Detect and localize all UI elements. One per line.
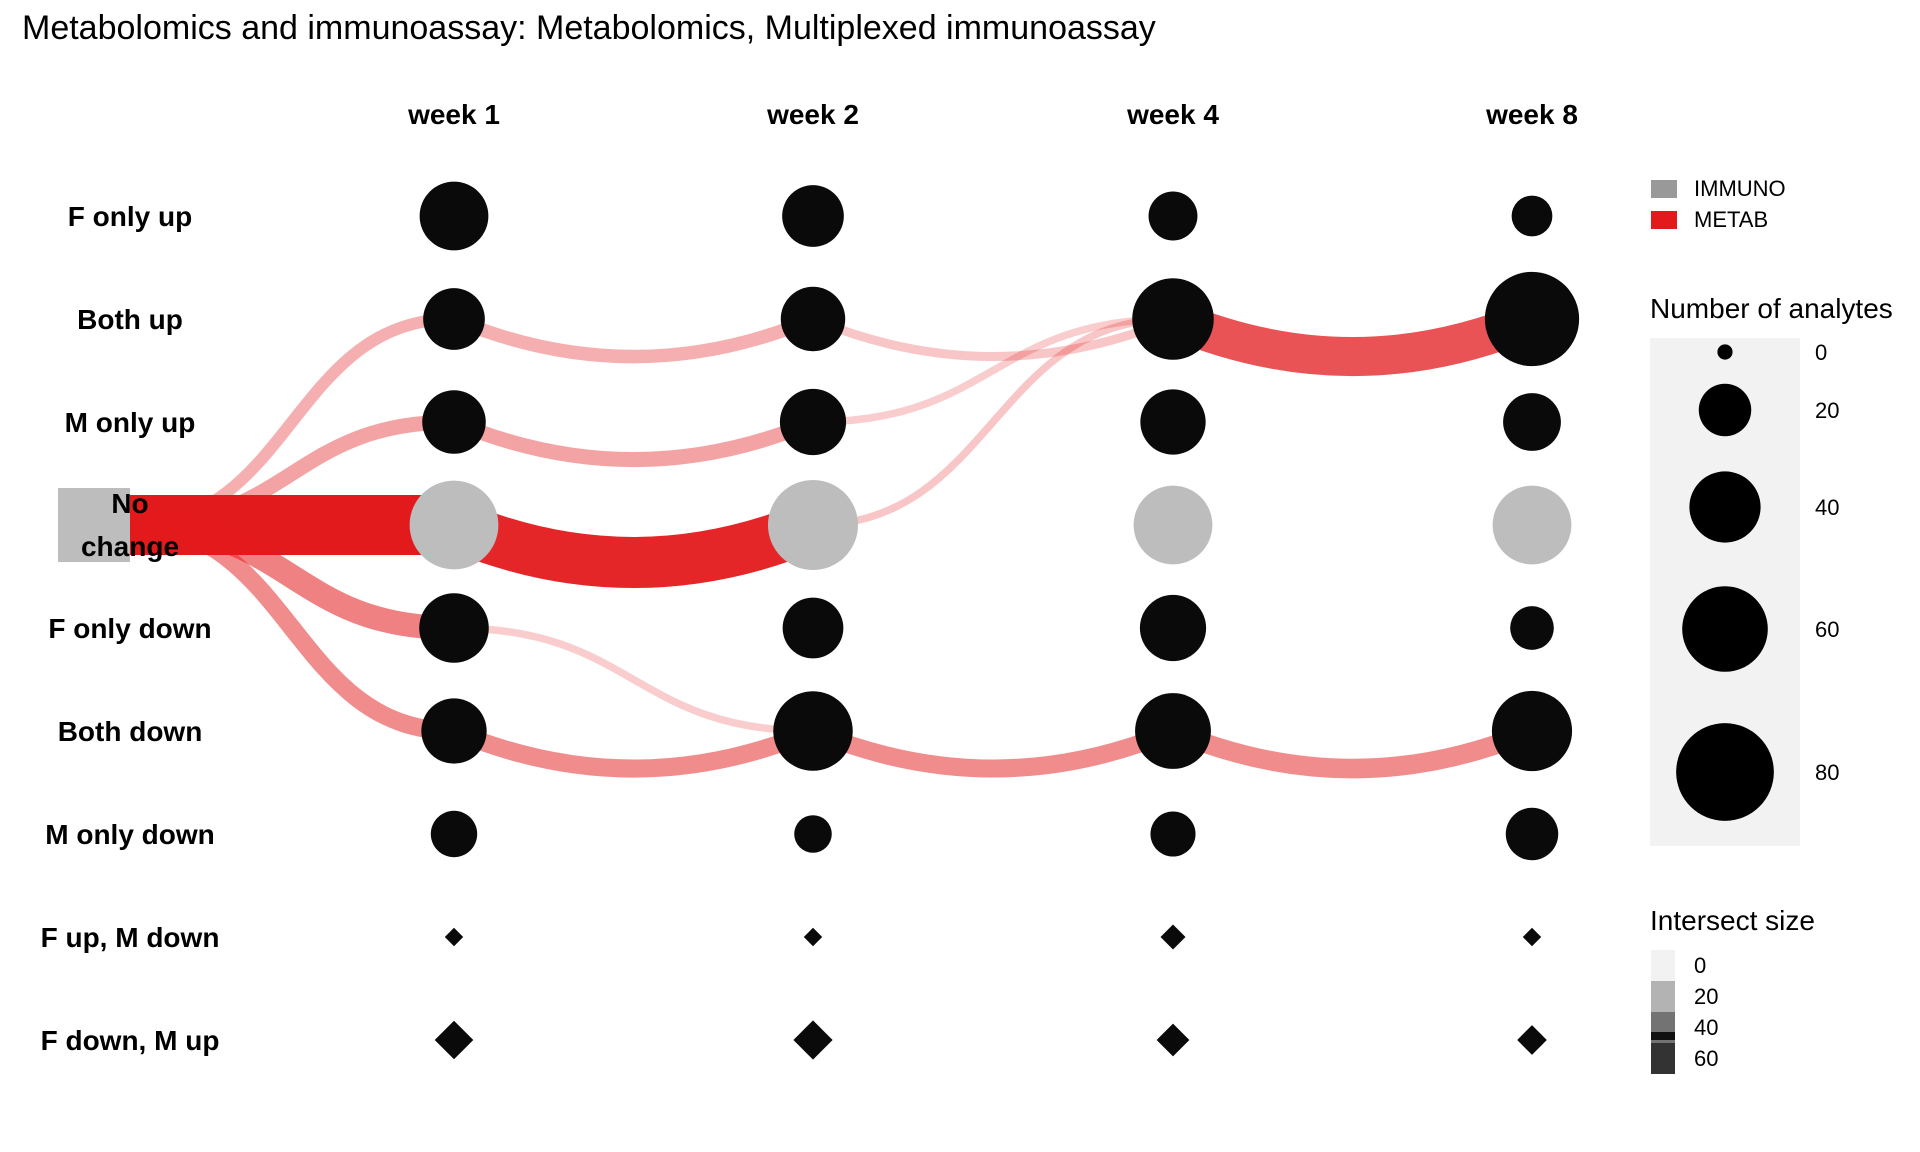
flow-3-both-down-to-both-down <box>1169 722 1536 779</box>
legend-type-swatch-immuno <box>1651 180 1677 198</box>
node-f-only-up-week-8 <box>1511 195 1553 237</box>
node-f-only-up-week-1 <box>419 181 489 251</box>
node-f-only-down-week-8 <box>1510 606 1554 650</box>
legend-intersect-label-0: 0 <box>1694 953 1706 978</box>
diamond-f-down-m-up-week-4 <box>1156 1023 1190 1057</box>
node-both-up-week-4 <box>1132 278 1214 360</box>
node-m-only-up-week-4 <box>1140 389 1206 455</box>
week-label-week-2: week 2 <box>766 99 859 130</box>
legend-intersect-title: Intersect size <box>1650 905 1815 936</box>
diamond-f-down-m-up-week-1 <box>434 1020 474 1060</box>
node-m-only-up-week-2 <box>779 388 847 456</box>
row-label-both-up: Both up <box>77 304 183 335</box>
diamond-f-down-m-up-week-2 <box>793 1020 833 1060</box>
legend-intersect-swatch-0 <box>1651 950 1675 981</box>
flow-3-both-up-to-both-up <box>1165 301 1540 376</box>
label-layer: week 1 week 2 week 4 week 8 F only up Both up… <box>41 99 1578 1056</box>
diamond-f-down-m-up-week-8 <box>1517 1025 1547 1055</box>
flow-1-both-down-to-both-down <box>450 722 817 778</box>
node-both-up-week-1 <box>423 288 485 350</box>
legend-intersect-swatch-20 <box>1651 981 1675 1012</box>
legend-type-label-metab: METAB <box>1694 207 1768 232</box>
week-label-week-4: week 4 <box>1126 99 1219 130</box>
row-label-f-only-down: F only down <box>48 613 211 644</box>
flow-0-no-change-to-both-down <box>129 516 455 740</box>
node-no-change-week-8 <box>1492 485 1572 565</box>
flow-layer <box>129 301 1540 779</box>
row-label-f-up-m-down: F up, M down <box>41 922 220 953</box>
node-f-only-up-week-4 <box>1148 191 1198 241</box>
row-label-f-down-m-up: F down, M up <box>41 1025 220 1056</box>
node-f-only-down-week-2 <box>782 597 844 659</box>
legend-size-label-20: 20 <box>1815 398 1839 423</box>
flow-2-m-only-up-to-both-up <box>812 315 1174 426</box>
legend-type-label-immuno: IMMUNO <box>1694 176 1786 201</box>
node-m-only-up-week-8 <box>1503 393 1561 451</box>
flow-2-both-down-to-both-down <box>809 722 1177 778</box>
node-both-down-week-1 <box>421 698 487 764</box>
row-label-no-change: No change <box>81 488 179 562</box>
node-both-down-week-4 <box>1135 693 1211 769</box>
node-m-only-down-week-8 <box>1505 807 1559 861</box>
legend-intersect: Intersect size 0 20 40 60 <box>1650 905 1815 1074</box>
row-label-f-only-up: F only up <box>68 201 192 232</box>
node-m-only-down-week-4 <box>1150 811 1196 857</box>
flow-2-no-change-to-both-up <box>812 315 1174 529</box>
legend-size-label-80: 80 <box>1815 760 1839 785</box>
diamond-f-up-m-down-week-2 <box>803 927 823 947</box>
legend-type-swatch-metab <box>1651 211 1677 229</box>
legend-intersect-label-20: 20 <box>1694 984 1718 1009</box>
node-both-up-week-2 <box>780 286 846 352</box>
node-m-only-down-week-2 <box>794 815 832 853</box>
week-label-week-1: week 1 <box>407 99 500 130</box>
flow-1-f-only-down-to-both-down <box>453 624 814 735</box>
legend-size: Number of analytes 0 20 40 60 80 <box>1650 293 1893 846</box>
node-m-only-up-week-1 <box>422 390 486 454</box>
legend-intersect-marker <box>1651 1032 1675 1040</box>
node-no-change-week-4 <box>1133 485 1213 565</box>
legend-size-title: Number of analytes <box>1650 293 1893 324</box>
legend-size-circle-20 <box>1698 383 1752 437</box>
row-label-m-only-down: M only down <box>45 819 215 850</box>
node-both-up-week-8 <box>1484 271 1580 367</box>
legend-type: IMMUNO METAB <box>1651 176 1786 232</box>
legend-size-label-40: 40 <box>1815 495 1839 520</box>
legend-intersect-swatch-60 <box>1651 1043 1675 1074</box>
node-no-change-week-2 <box>767 479 859 571</box>
legend-size-circle-80 <box>1676 723 1774 821</box>
legend-size-circle-60 <box>1682 586 1768 672</box>
diamond-f-up-m-down-week-4 <box>1160 924 1186 950</box>
node-m-only-down-week-1 <box>430 810 478 858</box>
week-label-week-8: week 8 <box>1485 99 1578 130</box>
flow-1-both-up-to-both-up <box>451 312 816 364</box>
legend-intersect-label-60: 60 <box>1694 1046 1718 1071</box>
node-both-down-week-8 <box>1491 690 1573 772</box>
diamond-f-up-m-down-week-8 <box>1522 927 1542 947</box>
flow-1-no-change-to-no-change <box>444 501 823 588</box>
start-node <box>58 488 130 562</box>
chart-title: Metabolomics and immunoassay: Metabolomi… <box>22 9 1156 47</box>
legend-intersect-label-40: 40 <box>1694 1015 1718 1040</box>
start-node-layer <box>58 488 130 562</box>
legend-size-circle-40 <box>1689 471 1761 543</box>
flow-2-both-up-to-both-up <box>811 314 1175 361</box>
node-no-change-week-1 <box>409 480 499 570</box>
row-label-m-only-up: M only up <box>65 407 196 438</box>
diamond-f-up-m-down-week-1 <box>444 927 464 947</box>
node-f-only-up-week-2 <box>782 185 844 247</box>
node-f-only-down-week-1 <box>419 593 489 663</box>
legend-size-circle-0 <box>1717 344 1733 360</box>
node-f-only-down-week-4 <box>1139 594 1207 662</box>
row-label-both-down: Both down <box>58 716 203 747</box>
node-layer <box>409 181 1580 1060</box>
legend-size-label-60: 60 <box>1815 617 1839 642</box>
flow-1-m-only-up-to-m-only-up <box>451 415 816 467</box>
node-both-down-week-2 <box>773 691 853 771</box>
legend-size-label-0: 0 <box>1815 340 1827 365</box>
